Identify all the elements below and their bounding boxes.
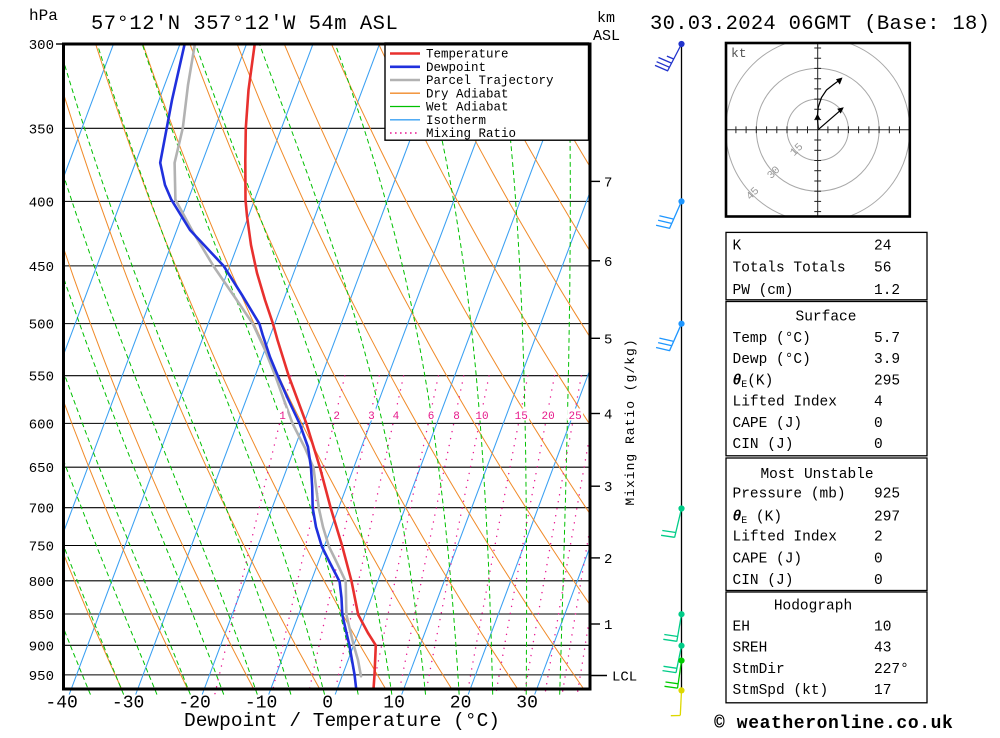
svg-text:17: 17 [874, 683, 891, 699]
svg-text:LCL: LCL [612, 670, 637, 686]
svg-text:Temp (°C): Temp (°C) [733, 331, 811, 347]
svg-text:km: km [597, 10, 615, 27]
svg-text:7: 7 [604, 175, 612, 191]
svg-text:EH: EH [733, 619, 750, 635]
svg-text:450: 450 [29, 260, 54, 276]
svg-text:Parcel Trajectory: Parcel Trajectory [426, 74, 554, 88]
svg-text:3.9: 3.9 [874, 352, 900, 368]
svg-text:4: 4 [393, 411, 400, 423]
svg-text:10: 10 [874, 619, 891, 635]
svg-text:950: 950 [29, 669, 54, 685]
svg-text:925: 925 [874, 486, 900, 502]
svg-text:Dewpoint: Dewpoint [426, 61, 486, 75]
svg-text:6: 6 [604, 255, 612, 271]
svg-text:Isotherm: Isotherm [426, 114, 486, 128]
svg-text:© weatheronline.co.uk: © weatheronline.co.uk [714, 714, 953, 733]
svg-text:750: 750 [29, 540, 54, 556]
svg-text:Surface: Surface [796, 310, 857, 326]
svg-text:0: 0 [874, 573, 883, 589]
svg-text:550: 550 [29, 370, 54, 386]
svg-text:3: 3 [604, 480, 612, 496]
svg-text:0: 0 [874, 437, 883, 453]
svg-text:Most Unstable: Most Unstable [760, 467, 873, 483]
svg-text:StmSpd (kt): StmSpd (kt) [733, 683, 829, 699]
svg-text:5.7: 5.7 [874, 331, 900, 347]
svg-text:PW (cm): PW (cm) [733, 283, 794, 299]
svg-text:56: 56 [874, 261, 891, 277]
svg-text:227°: 227° [874, 662, 909, 678]
svg-text:4: 4 [874, 395, 883, 411]
svg-text:CAPE (J): CAPE (J) [733, 416, 803, 432]
svg-text:Mixing Ratio: Mixing Ratio [426, 127, 516, 141]
svg-text:CAPE (J): CAPE (J) [733, 551, 803, 567]
svg-text:Mixing Ratio (g/kg): Mixing Ratio (g/kg) [623, 338, 638, 505]
svg-text:Temperature: Temperature [426, 48, 509, 62]
svg-text:1.2: 1.2 [874, 283, 900, 299]
svg-text:StmDir: StmDir [733, 662, 785, 678]
svg-text:kt: kt [731, 46, 747, 61]
svg-text:800: 800 [29, 575, 54, 591]
svg-text:Dewpoint / Temperature (°C): Dewpoint / Temperature (°C) [184, 710, 500, 732]
svg-text:ASL: ASL [593, 28, 620, 45]
svg-text:24: 24 [874, 238, 891, 254]
svg-text:15: 15 [515, 411, 528, 423]
svg-text:30: 30 [516, 694, 538, 714]
svg-text:6: 6 [428, 411, 435, 423]
svg-text:650: 650 [29, 461, 54, 477]
svg-text:500: 500 [29, 318, 54, 334]
svg-text:hPa: hPa [29, 7, 58, 25]
svg-text:700: 700 [29, 502, 54, 518]
svg-text:K: K [733, 238, 742, 254]
svg-text:0: 0 [874, 416, 883, 432]
svg-text:2: 2 [604, 552, 612, 568]
svg-text:43: 43 [874, 641, 891, 657]
svg-text:295: 295 [874, 373, 900, 389]
svg-text:θE(K): θE(K) [733, 373, 774, 391]
svg-text:10: 10 [475, 411, 488, 423]
svg-text:2: 2 [333, 411, 340, 423]
svg-text:SREH: SREH [733, 641, 768, 657]
svg-text:1: 1 [604, 618, 612, 634]
svg-text:Dry Adiabat: Dry Adiabat [426, 88, 509, 102]
svg-text:Lifted Index: Lifted Index [733, 395, 838, 411]
svg-text:Dewp (°C): Dewp (°C) [733, 352, 811, 368]
svg-text:900: 900 [29, 639, 54, 655]
svg-text:30.03.2024 06GMT (Base: 18): 30.03.2024 06GMT (Base: 18) [650, 13, 990, 36]
svg-text:297: 297 [874, 509, 900, 525]
svg-text:5: 5 [604, 332, 612, 348]
svg-text:25: 25 [568, 411, 581, 423]
svg-text:400: 400 [29, 195, 54, 211]
svg-text:Pressure (mb): Pressure (mb) [733, 486, 846, 502]
svg-text:Lifted Index: Lifted Index [733, 530, 838, 546]
svg-text:850: 850 [29, 608, 54, 624]
svg-text:300: 300 [29, 38, 54, 54]
svg-text:2: 2 [874, 530, 883, 546]
svg-text:20: 20 [541, 411, 554, 423]
svg-text:0: 0 [874, 551, 883, 567]
svg-text:600: 600 [29, 417, 54, 433]
svg-text:CIN (J): CIN (J) [733, 437, 794, 453]
svg-text:1: 1 [279, 411, 286, 423]
svg-text:θE (K): θE (K) [733, 509, 783, 527]
svg-text:CIN (J): CIN (J) [733, 573, 794, 589]
svg-text:-30: -30 [112, 694, 144, 714]
svg-text:Wet Adiabat: Wet Adiabat [426, 101, 509, 115]
svg-text:8: 8 [453, 411, 460, 423]
svg-text:4: 4 [604, 408, 612, 424]
svg-text:57°12'N 357°12'W 54m ASL: 57°12'N 357°12'W 54m ASL [91, 13, 398, 36]
svg-text:Totals Totals: Totals Totals [733, 261, 846, 277]
svg-text:-40: -40 [45, 694, 77, 714]
svg-text:350: 350 [29, 122, 54, 138]
svg-text:Hodograph: Hodograph [774, 598, 852, 614]
svg-text:3: 3 [368, 411, 375, 423]
